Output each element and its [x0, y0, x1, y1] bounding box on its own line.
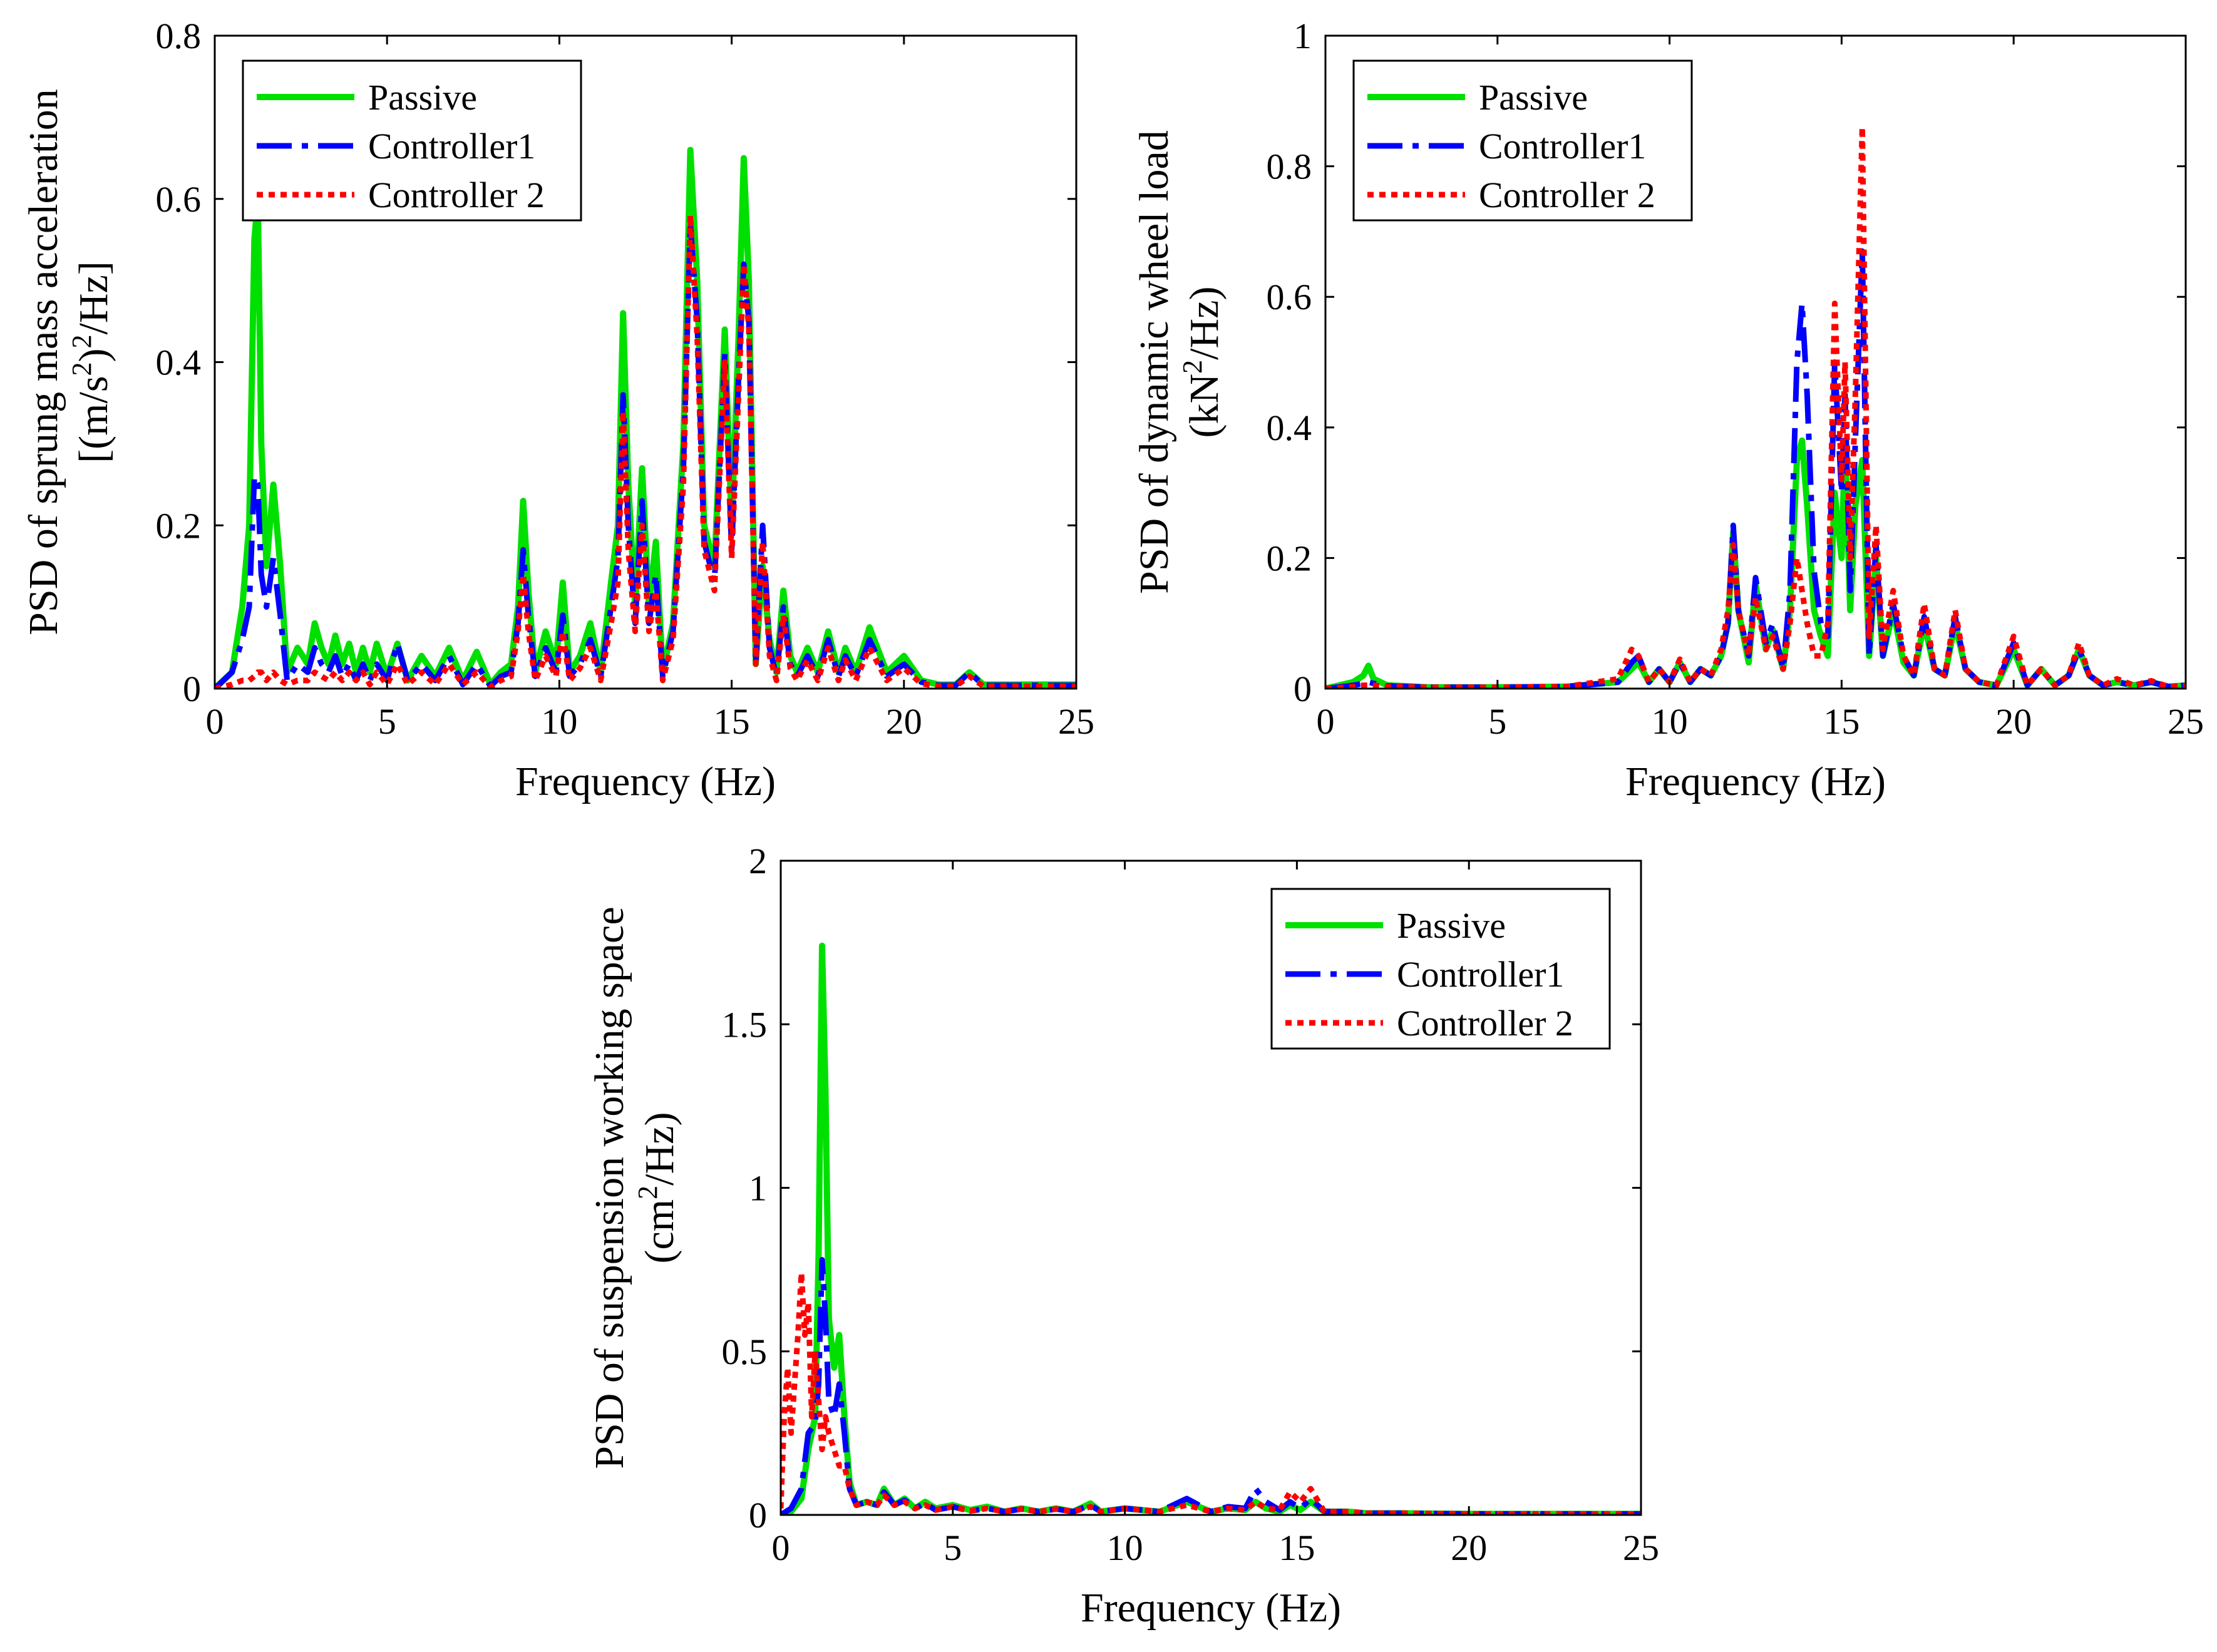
y-tick-label: 0.8 [1267, 146, 1312, 187]
y-tick-label: 0.2 [1267, 538, 1312, 578]
x-tick-label: 15 [1823, 701, 1860, 742]
y-tick-label: 0 [183, 669, 201, 709]
y-tick-label: 0.8 [156, 16, 202, 56]
y-axis-label-line1: PSD of suspension working space [587, 906, 632, 1469]
x-tick-label: 10 [541, 701, 577, 742]
y-tick-label: 1.5 [722, 1004, 768, 1045]
x-tick-label: 10 [1107, 1527, 1143, 1568]
x-tick-label: 25 [1623, 1527, 1659, 1568]
label-part: (kN [1181, 374, 1227, 438]
x-axis-label: Frequency (Hz) [515, 759, 776, 804]
x-tick-label: 25 [2168, 701, 2204, 742]
y-tick-label: 1 [1294, 16, 1312, 56]
legend-label-passive: Passive [1397, 905, 1506, 946]
legend-box [1270, 888, 1611, 1050]
x-tick-label: 15 [1278, 1527, 1315, 1568]
label-part: /Hz) [637, 1112, 682, 1186]
y-axis-label-line1: PSD of sprung mass acceleration [21, 89, 66, 635]
legend-label-controller1: Controller1 [1397, 954, 1564, 995]
x-tick-label: 10 [1652, 701, 1688, 742]
x-tick-label: 0 [772, 1527, 790, 1568]
superscript: 2 [66, 362, 97, 376]
legend-label-controller1: Controller1 [1479, 126, 1646, 167]
y-axis-label-line1: PSD of dynamic wheel load [1131, 130, 1177, 594]
x-tick-label: 15 [714, 701, 750, 742]
superscript: 2 [632, 1186, 663, 1199]
series-group [215, 146, 1076, 689]
legend: Passive Controller1 Controller 2 [242, 59, 582, 222]
series-line-controller1 [781, 1257, 1641, 1515]
legend-label-passive: Passive [1479, 77, 1588, 118]
legend-label-passive: Passive [368, 77, 477, 118]
x-tick-label: 20 [1451, 1527, 1487, 1568]
x-tick-label: 25 [1058, 701, 1094, 742]
legend: Passive Controller1 Controller 2 [1352, 59, 1693, 222]
legend: Passive Controller1 Controller 2 [1270, 888, 1611, 1050]
chart-3: 0 5 10 15 20 25 0 0.5 1 1.5 2 Frequency (Hz) PSD of … [587, 841, 1659, 1631]
label-part: /Hz] [71, 261, 116, 334]
x-tick-label: 20 [1995, 701, 2032, 742]
y-tick-label: 0 [749, 1495, 767, 1536]
y-tick-label: 0.5 [722, 1331, 768, 1372]
legend-label-controller2: Controller 2 [1479, 175, 1655, 215]
series-group [1325, 124, 2186, 689]
superscript: 2 [1177, 360, 1208, 374]
label-part: (cm [637, 1199, 682, 1264]
legend-label-controller2: Controller 2 [368, 175, 545, 215]
y-tick-label: 0 [1294, 669, 1312, 709]
y-axis-label-line2: [(m/s2)2/Hz] [66, 261, 116, 463]
chart-1: 0 5 10 15 20 25 0 0.2 0.4 0.6 0.8 Frequency (Hz) PSD… [21, 16, 1094, 804]
y-tick-label: 0.4 [156, 342, 202, 383]
y-axis-label-line2: (cm2/Hz) [632, 1112, 682, 1264]
y-tick-label: 0.6 [156, 179, 202, 220]
chart-2: 0 5 10 15 20 25 0 0.2 0.4 0.6 0.8 1 Frequency (Hz) PS… [1131, 16, 2204, 804]
superscript: 2 [66, 334, 97, 348]
x-tick-label: 20 [886, 701, 922, 742]
x-tick-label: 5 [1488, 701, 1506, 742]
label-part: /Hz) [1181, 287, 1227, 360]
y-axis-label-line2: (kN2/Hz) [1177, 287, 1227, 438]
series-line-controller2 [1325, 124, 2186, 689]
series-line-controller2 [215, 212, 1076, 689]
legend-label-controller1: Controller1 [368, 126, 535, 167]
x-tick-label: 5 [378, 701, 396, 742]
x-axis-label: Frequency (Hz) [1625, 759, 1886, 804]
x-tick-label: 5 [944, 1527, 962, 1568]
legend-box [242, 59, 582, 222]
x-axis-label: Frequency (Hz) [1081, 1585, 1341, 1631]
x-tick-label: 0 [206, 701, 224, 742]
y-tick-label: 0.6 [1267, 277, 1312, 317]
y-tick-label: 2 [749, 841, 767, 881]
legend-label-controller2: Controller 2 [1397, 1003, 1573, 1044]
y-tick-label: 1 [749, 1168, 767, 1209]
y-tick-label: 0.2 [156, 505, 202, 546]
x-tick-label: 0 [1317, 701, 1335, 742]
label-part: ) [71, 348, 116, 362]
legend-box [1352, 59, 1693, 222]
y-tick-label: 0.4 [1267, 408, 1312, 448]
label-part: [(m/s [71, 376, 116, 463]
axes-frame [1324, 34, 2187, 690]
